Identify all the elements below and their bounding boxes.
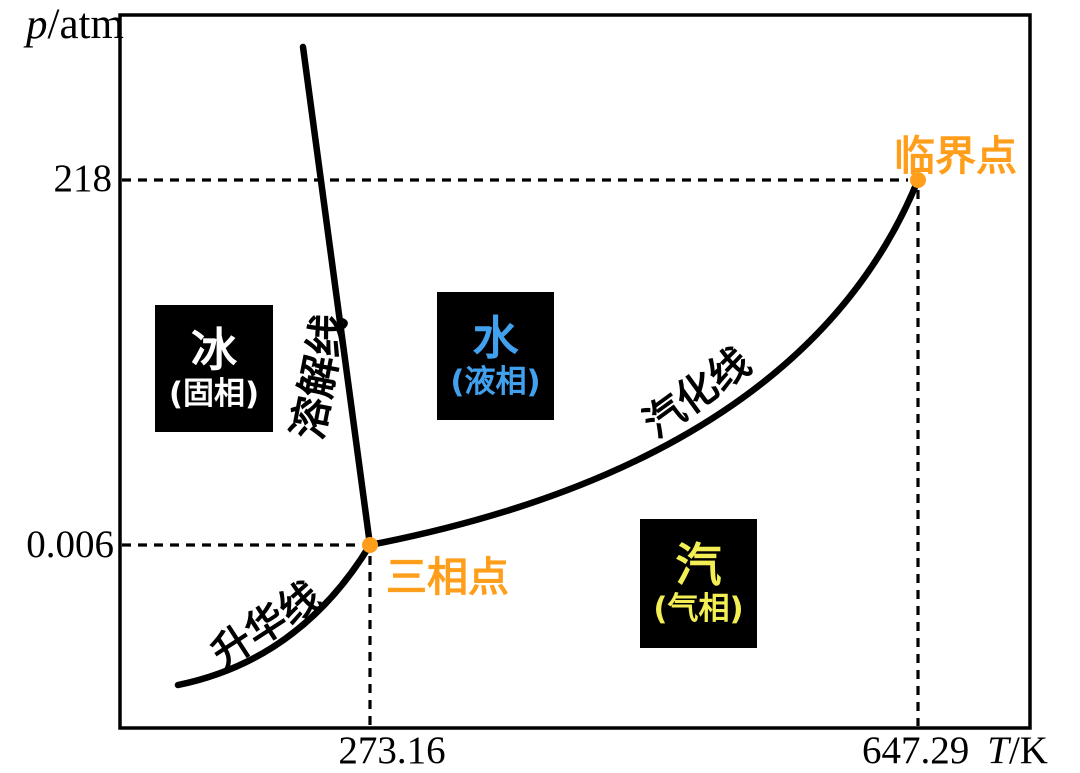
region-water-box: 水 (液相) [437, 292, 554, 420]
region-ice-box: 冰 (固相) [155, 305, 273, 432]
vaporization-curve [366, 176, 922, 549]
region-vapor-name: 汽 [675, 538, 722, 593]
x-axis-unit: /K [1008, 729, 1048, 772]
y-axis-unit: /atm [47, 1, 124, 48]
sublimation-curve [174, 541, 374, 689]
triple-point-marker [362, 537, 378, 553]
triple-point-label: 三相点 [386, 553, 509, 601]
melting-curve [299, 43, 374, 549]
x-tick-64729: 647.29 [862, 729, 970, 772]
region-ice-name: 冰 [191, 323, 237, 378]
critical-point-marker [910, 172, 926, 188]
region-water-sub: (液相) [450, 363, 541, 400]
y-tick-0006: 0.006 [26, 523, 114, 566]
x-axis-symbol: T [987, 729, 1009, 772]
critical-point-label: 临界点 [894, 132, 1017, 180]
plot-frame [118, 13, 1032, 730]
y-axis-symbol: p [26, 1, 48, 48]
x-tick-27316: 273.16 [338, 729, 446, 772]
region-ice-sub: (固相) [168, 376, 260, 413]
y-axis-label: p/atm [26, 0, 124, 49]
region-vapor-sub: (气相) [653, 591, 744, 628]
region-vapor-box: 汽 (气相) [640, 519, 757, 648]
region-water-name: 水 [472, 310, 519, 365]
y-tick-218: 218 [53, 157, 113, 200]
x-tick-64729-group: 647.29 T/K [862, 728, 1048, 773]
